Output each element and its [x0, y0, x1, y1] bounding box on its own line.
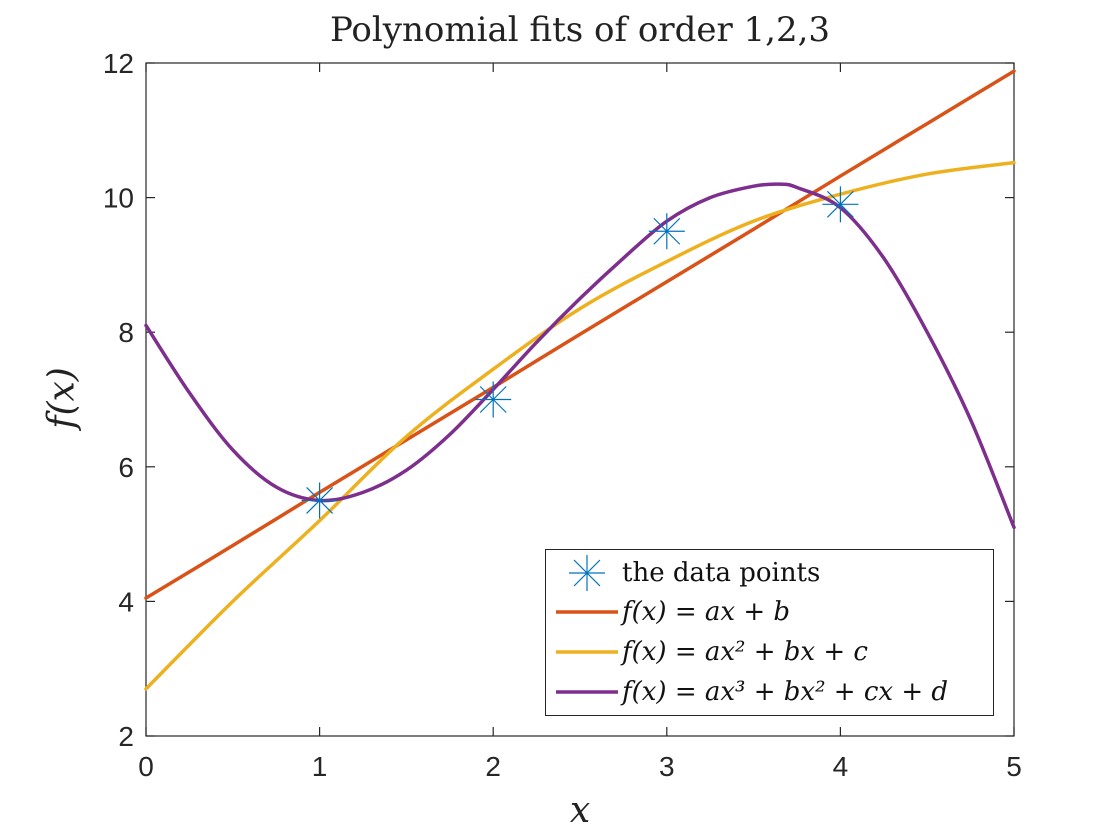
y-tick-label: 8: [118, 317, 134, 348]
legend-label: f(x) = ax + b: [622, 597, 791, 627]
y-tick-label: 2: [118, 721, 134, 752]
x-tick-label: 0: [138, 751, 154, 782]
series-line-order3: [144, 182, 1016, 530]
legend: the data points f(x) = ax + b f(x) = ax²…: [545, 549, 994, 716]
data-point-marker: [648, 213, 685, 250]
chart-title: Polynomial fits of order 1,2,3: [329, 10, 831, 50]
y-tick-label: 10: [103, 183, 134, 214]
data-point-marker: [822, 186, 859, 223]
line-swatch-icon: [556, 610, 618, 614]
series-line-order2: [144, 160, 1016, 691]
y-tick-label: 6: [118, 452, 134, 483]
legend-label: the data points: [622, 558, 821, 588]
line-swatch-icon: [556, 650, 618, 654]
series-lines: [144, 69, 1016, 691]
y-tick-label: 12: [103, 48, 134, 79]
asterisk-marker-icon: [569, 555, 605, 591]
series-markers: [301, 186, 859, 519]
x-axis-label: x: [569, 790, 591, 831]
legend-label: f(x) = ax³ + bx² + cx + d: [622, 677, 949, 707]
line-swatch-icon: [556, 690, 618, 694]
x-tick-label: 3: [659, 751, 675, 782]
y-tick-label: 4: [118, 586, 134, 617]
x-tick-label: 1: [312, 751, 328, 782]
x-tick-label: 2: [485, 751, 501, 782]
series-line-order1: [144, 69, 1016, 600]
x-tick-label: 5: [1006, 751, 1022, 782]
legend-item-order2: f(x) = ax² + bx + c: [546, 633, 993, 671]
axes-box: [145, 62, 1015, 737]
legend-item-data-points: the data points: [546, 554, 993, 592]
legend-label: f(x) = ax² + bx + c: [622, 637, 868, 667]
data-point-marker: [301, 482, 338, 519]
legend-item-order1: f(x) = ax + b: [546, 593, 993, 631]
x-tick-label: 4: [833, 751, 849, 782]
data-point-marker: [475, 381, 512, 418]
legend-item-order3: f(x) = ax³ + bx² + cx + d: [546, 673, 993, 711]
